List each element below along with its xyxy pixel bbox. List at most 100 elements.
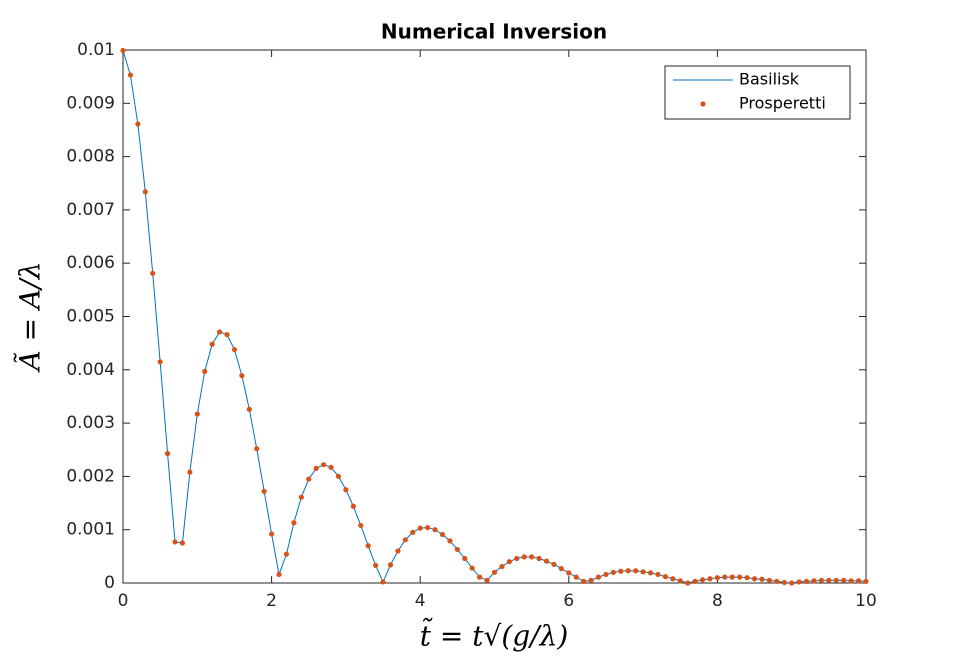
data-point (224, 332, 230, 338)
data-point (855, 578, 862, 584)
y-tick-label: 0 (104, 573, 115, 593)
data-point (269, 531, 275, 537)
x-tick-label: 8 (712, 591, 723, 611)
data-point (380, 579, 386, 585)
legend-box (664, 65, 851, 120)
x-tick-label: 4 (415, 591, 426, 611)
data-point (640, 569, 646, 575)
data-point (789, 580, 795, 586)
y-tick-label: 0.005 (66, 307, 115, 327)
chart-title: Numerical Inversion (381, 20, 607, 44)
data-point (803, 578, 810, 585)
data-point (358, 522, 364, 529)
data-point (818, 577, 825, 583)
data-point (833, 577, 839, 583)
data-point (618, 568, 624, 574)
data-point (135, 121, 141, 127)
data-point (766, 577, 773, 583)
data-point (283, 551, 290, 557)
data-point (306, 476, 312, 482)
data-point (484, 577, 490, 583)
data-point (454, 546, 460, 553)
data-point (402, 537, 408, 543)
data-point (506, 559, 512, 565)
data-point (328, 464, 334, 470)
data-point (751, 576, 758, 582)
data-point (150, 270, 156, 276)
data-point (699, 577, 706, 583)
data-point (313, 465, 319, 472)
data-point (261, 488, 267, 494)
data-point (172, 539, 178, 545)
data-point (529, 554, 535, 560)
data-point (722, 574, 728, 580)
data-point (202, 368, 208, 374)
data-point (595, 574, 602, 580)
data-point (863, 578, 869, 585)
y-tick-label: 0.007 (66, 200, 115, 220)
y-axis-label: Ã = A/λ (14, 262, 47, 374)
data-point (425, 524, 431, 531)
data-point (588, 577, 594, 583)
data-point (677, 578, 683, 584)
data-point (164, 450, 171, 457)
data-point (774, 578, 780, 585)
data-point (662, 574, 668, 580)
data-point (439, 531, 446, 538)
data-point (350, 503, 356, 509)
data-point (729, 574, 735, 580)
data-point (291, 520, 297, 526)
data-point (536, 555, 542, 562)
data-point (491, 569, 498, 575)
plot-area (122, 49, 867, 584)
y-tick-label: 0.001 (66, 520, 115, 540)
data-point (343, 487, 349, 493)
data-point (298, 494, 304, 500)
legend-swatch (700, 101, 706, 107)
data-point (499, 563, 505, 570)
data-point (796, 579, 802, 585)
data-point (692, 578, 698, 585)
data-point (521, 554, 527, 560)
data-point (157, 359, 163, 365)
data-point (558, 566, 564, 572)
data-point (647, 570, 654, 576)
data-point (514, 555, 520, 562)
data-point (254, 446, 260, 452)
data-point (417, 525, 423, 531)
data-point (246, 406, 252, 412)
data-point (826, 577, 832, 583)
data-point (811, 578, 817, 584)
data-point (469, 565, 475, 571)
data-point (573, 574, 579, 580)
data-point (707, 576, 713, 582)
data-point (759, 576, 765, 582)
data-point (187, 469, 193, 475)
data-point (194, 411, 200, 417)
data-point (610, 569, 616, 575)
y-tick-label: 0.006 (66, 253, 115, 273)
data-point (120, 47, 126, 54)
x-tick-label: 6 (563, 591, 574, 611)
data-point (603, 571, 609, 578)
data-point (655, 571, 661, 578)
data-point (633, 568, 639, 574)
data-point (387, 562, 394, 568)
data-point (477, 574, 483, 580)
data-point (566, 570, 572, 576)
data-point (335, 473, 342, 479)
y-tick-label: 0.009 (66, 93, 115, 113)
data-point (239, 373, 245, 379)
y-tick-label: 0.008 (66, 147, 115, 167)
data-point (209, 341, 215, 347)
data-point (373, 562, 379, 569)
data-point (744, 575, 750, 581)
data-point (447, 538, 453, 544)
data-point (551, 561, 557, 567)
data-point (781, 579, 787, 586)
data-point (127, 72, 134, 78)
data-point (841, 577, 847, 583)
data-point (432, 527, 438, 533)
data-point (410, 529, 416, 535)
